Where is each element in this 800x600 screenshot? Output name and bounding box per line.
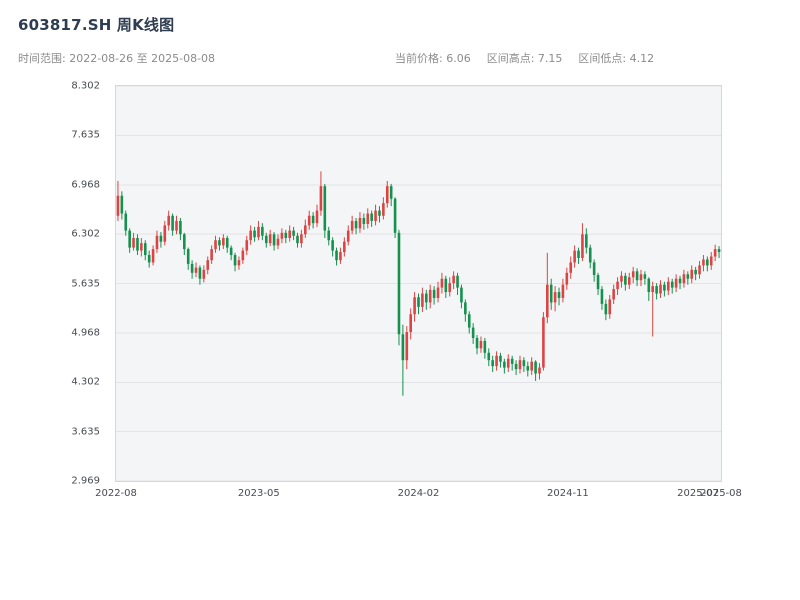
y-tick-label: 8.302 (71, 80, 100, 92)
stats-row: 当前价格: 6.06 区间高点: 7.15 区间低点: 4.12 (395, 50, 654, 66)
range-low-stat: 区间低点: 4.12 (578, 52, 655, 65)
x-tick-label: 2025-08 (700, 488, 742, 499)
y-tick-label: 7.635 (71, 129, 100, 141)
x-tick-label: 2024-11 (546, 488, 589, 499)
y-tick-label: 5.635 (71, 278, 100, 289)
y-axis: 8.302 7.635 6.968 6.302 5.635 4.968 4.302 3.635… (0, 81, 108, 487)
candlestick-chart (116, 86, 721, 481)
y-tick-label: 2.969 (71, 475, 100, 487)
x-tick-label: 2025-07 (677, 488, 719, 499)
time-range-label: 时间范围: 2022-08-26 至 2025-08-08 (18, 52, 216, 65)
x-tick-label: 2024-02 (397, 488, 440, 499)
y-tick-label: 4.302 (71, 376, 100, 388)
page-title: 603817.SH 周K线图 (18, 16, 175, 34)
current-price-stat: 当前价格: 6.06 (395, 52, 471, 65)
x-tick-label: 2022-08 (95, 488, 137, 499)
plot-area (115, 85, 722, 482)
x-tick-label: 2023-05 (237, 488, 280, 499)
range-high-stat: 区间高点: 7.15 (486, 52, 563, 65)
y-tick-label: 6.302 (71, 228, 100, 240)
y-tick-label: 3.635 (71, 426, 100, 438)
x-axis: 2022-08 2023-05 2024-02 2024-11 2025-07 2025-… (95, 488, 742, 504)
y-tick-label: 4.968 (71, 327, 100, 339)
y-tick-label: 6.968 (71, 179, 100, 191)
